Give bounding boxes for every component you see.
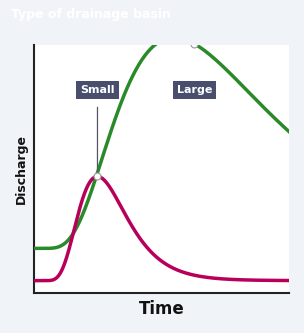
Y-axis label: Discharge: Discharge: [15, 134, 28, 204]
X-axis label: Time: Time: [138, 300, 184, 318]
Text: Type of drainage basin: Type of drainage basin: [11, 8, 171, 22]
Text: Small: Small: [80, 85, 115, 95]
Text: Large: Large: [177, 85, 212, 95]
